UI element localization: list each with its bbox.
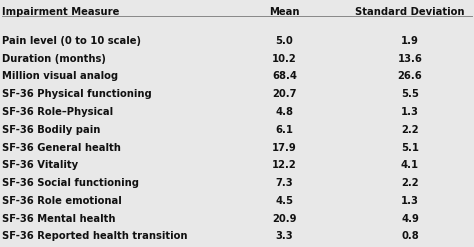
Text: 6.1: 6.1: [275, 125, 293, 135]
Text: 4.8: 4.8: [275, 107, 293, 117]
Text: Million visual analog: Million visual analog: [2, 71, 118, 81]
Text: Mean: Mean: [269, 7, 300, 17]
Text: Impairment Measure: Impairment Measure: [2, 7, 120, 17]
Text: Duration (months): Duration (months): [2, 54, 106, 63]
Text: 20.7: 20.7: [272, 89, 297, 99]
Text: 5.5: 5.5: [401, 89, 419, 99]
Text: 4.5: 4.5: [275, 196, 293, 206]
Text: 20.9: 20.9: [272, 214, 297, 224]
Text: 1.9: 1.9: [401, 36, 419, 46]
Text: 4.9: 4.9: [401, 214, 419, 224]
Text: SF-36 Vitality: SF-36 Vitality: [2, 160, 79, 170]
Text: 12.2: 12.2: [272, 160, 297, 170]
Text: 0.8: 0.8: [401, 231, 419, 241]
Text: SF-36 Reported health transition: SF-36 Reported health transition: [2, 231, 188, 241]
Text: 4.1: 4.1: [401, 160, 419, 170]
Text: 10.2: 10.2: [272, 54, 297, 63]
Text: 17.9: 17.9: [272, 143, 297, 152]
Text: SF-36 Physical functioning: SF-36 Physical functioning: [2, 89, 152, 99]
Text: 13.6: 13.6: [398, 54, 422, 63]
Text: Pain level (0 to 10 scale): Pain level (0 to 10 scale): [2, 36, 141, 46]
Text: 7.3: 7.3: [275, 178, 293, 188]
Text: SF-36 Bodily pain: SF-36 Bodily pain: [2, 125, 101, 135]
Text: SF-36 Role–Physical: SF-36 Role–Physical: [2, 107, 113, 117]
Text: 5.0: 5.0: [275, 36, 293, 46]
Text: 68.4: 68.4: [272, 71, 297, 81]
Text: 1.3: 1.3: [401, 107, 419, 117]
Text: 2.2: 2.2: [401, 125, 419, 135]
Text: 1.3: 1.3: [401, 196, 419, 206]
Text: SF-36 Social functioning: SF-36 Social functioning: [2, 178, 139, 188]
Text: SF-36 General health: SF-36 General health: [2, 143, 121, 152]
Text: 5.1: 5.1: [401, 143, 419, 152]
Text: SF-36 Mental health: SF-36 Mental health: [2, 214, 116, 224]
Text: 26.6: 26.6: [398, 71, 422, 81]
Text: 3.3: 3.3: [275, 231, 293, 241]
Text: 2.2: 2.2: [401, 178, 419, 188]
Text: Standard Deviation: Standard Deviation: [355, 7, 465, 17]
Text: SF-36 Role emotional: SF-36 Role emotional: [2, 196, 122, 206]
